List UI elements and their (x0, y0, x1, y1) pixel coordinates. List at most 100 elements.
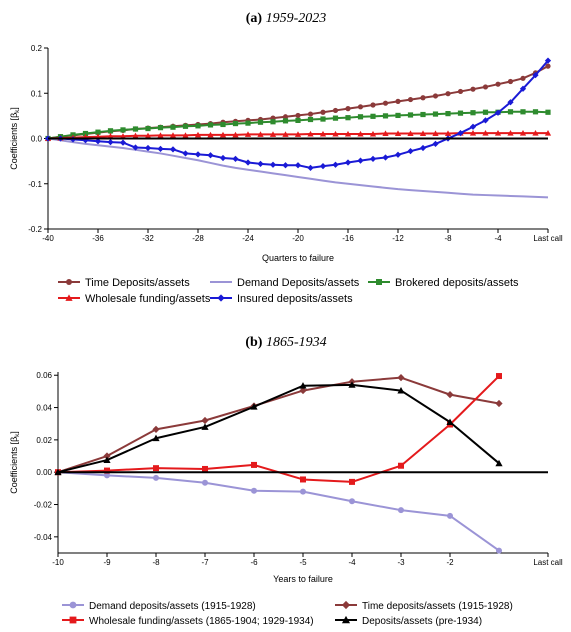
data-point (201, 423, 209, 430)
data-point (251, 487, 257, 494)
data-point (232, 131, 239, 138)
data-point (482, 109, 489, 115)
legend-label: Wholesale funding/assets (85, 293, 211, 305)
data-point (420, 111, 426, 118)
legend-label: Time deposits/assets (1915-1928) (362, 601, 513, 612)
legend-item-wholesale-funding-assets-1865-1904-1929-1934: Wholesale funding/assets (1865-1904; 192… (62, 616, 314, 627)
data-point (307, 111, 314, 117)
legend-marker (66, 279, 72, 285)
data-point (370, 102, 376, 108)
data-point (407, 112, 414, 118)
panel-title-label: (b) (245, 335, 266, 350)
data-point (182, 150, 189, 157)
data-point (251, 461, 257, 468)
legend-item-deposits-assets-pre-1934: Deposits/assets (pre-1934) (335, 615, 482, 627)
data-point (349, 478, 355, 485)
data-point (153, 474, 159, 481)
panel-b: (b) 1865-1934 -0.04 -0.02 0.00 0.02 0.04 0.06 -… (9, 335, 563, 627)
x-axis-label: Years to failure (273, 574, 333, 584)
data-point (532, 129, 539, 136)
series-insured-deposits-assets (44, 57, 552, 172)
y-axis-label-main: Coefficients [β (9, 113, 19, 170)
y-tick-label: -0.1 (28, 180, 42, 189)
legend-item-wholesale-funding-assets: Wholesale funding/assets (58, 293, 211, 305)
data-point (495, 459, 503, 467)
x-tick-label: -2 (446, 558, 454, 567)
data-point (544, 57, 552, 64)
data-point (299, 382, 307, 389)
y-tick-label: 0.06 (36, 371, 52, 380)
data-point (157, 125, 164, 131)
data-point (307, 164, 314, 172)
x-tick-label: -4 (348, 558, 356, 567)
y-tick-label: 0.02 (36, 436, 52, 445)
data-point (169, 146, 177, 153)
x-tick-label: Last call (533, 234, 563, 243)
data-point (457, 88, 464, 95)
legend-marker (69, 616, 77, 624)
data-point (282, 162, 289, 169)
data-point (496, 373, 502, 380)
x-tick-label: -12 (392, 234, 404, 243)
data-point (432, 93, 439, 99)
data-point (445, 91, 451, 97)
data-point (444, 130, 452, 137)
data-point (219, 131, 227, 138)
data-point (407, 130, 414, 137)
data-point (545, 63, 551, 69)
x-tick-label: -5 (299, 558, 307, 567)
legend-label: Demand Deposits/assets (237, 277, 360, 289)
series-brokered-deposits-assets (45, 109, 551, 142)
series-deposits-assets-pre-1934 (54, 381, 503, 476)
data-point (245, 120, 251, 126)
data-point (107, 139, 114, 146)
data-point (144, 144, 152, 152)
data-point (152, 425, 160, 433)
data-point (357, 130, 364, 137)
data-point (419, 130, 427, 137)
y-tick-label: 0.00 (36, 468, 52, 477)
x-tick-label: -8 (152, 558, 160, 567)
data-point (482, 84, 489, 90)
data-point (202, 465, 208, 472)
data-point (157, 145, 164, 153)
data-point (332, 130, 339, 137)
data-point (120, 127, 126, 133)
x-tick-label: -20 (292, 234, 304, 243)
data-point (469, 123, 477, 130)
data-point (145, 125, 151, 132)
y-tick-label: -0.04 (34, 533, 53, 542)
data-point (94, 138, 102, 145)
data-point (207, 131, 214, 138)
data-point (269, 161, 277, 168)
data-point (382, 154, 389, 161)
data-point (407, 148, 414, 155)
x-tick-label: -8 (444, 234, 452, 243)
data-point (250, 403, 258, 410)
y-tick-label: -0.02 (34, 501, 53, 510)
data-point (395, 98, 401, 104)
data-point (119, 139, 127, 146)
data-point (82, 130, 89, 137)
data-point (153, 465, 159, 472)
data-point (319, 130, 327, 137)
data-point (357, 157, 364, 164)
data-point (220, 121, 226, 128)
data-point (345, 115, 351, 121)
data-point (394, 130, 402, 137)
y-axis-label-end: ] (9, 431, 19, 434)
data-point (432, 111, 439, 117)
data-point (507, 78, 514, 85)
panel-title: (a) 1959-2023 (246, 11, 327, 26)
series-line (57, 383, 500, 474)
data-point (382, 113, 389, 119)
data-point (397, 374, 405, 382)
legend-item-demand-deposits-assets: Demand Deposits/assets (210, 277, 360, 289)
data-point (195, 123, 201, 129)
data-point (420, 95, 426, 101)
data-point (357, 104, 364, 110)
legend: Demand deposits/assets (1915-1928) Time d… (62, 600, 513, 627)
data-point (295, 112, 301, 119)
data-point (207, 122, 214, 128)
data-point (257, 131, 264, 137)
